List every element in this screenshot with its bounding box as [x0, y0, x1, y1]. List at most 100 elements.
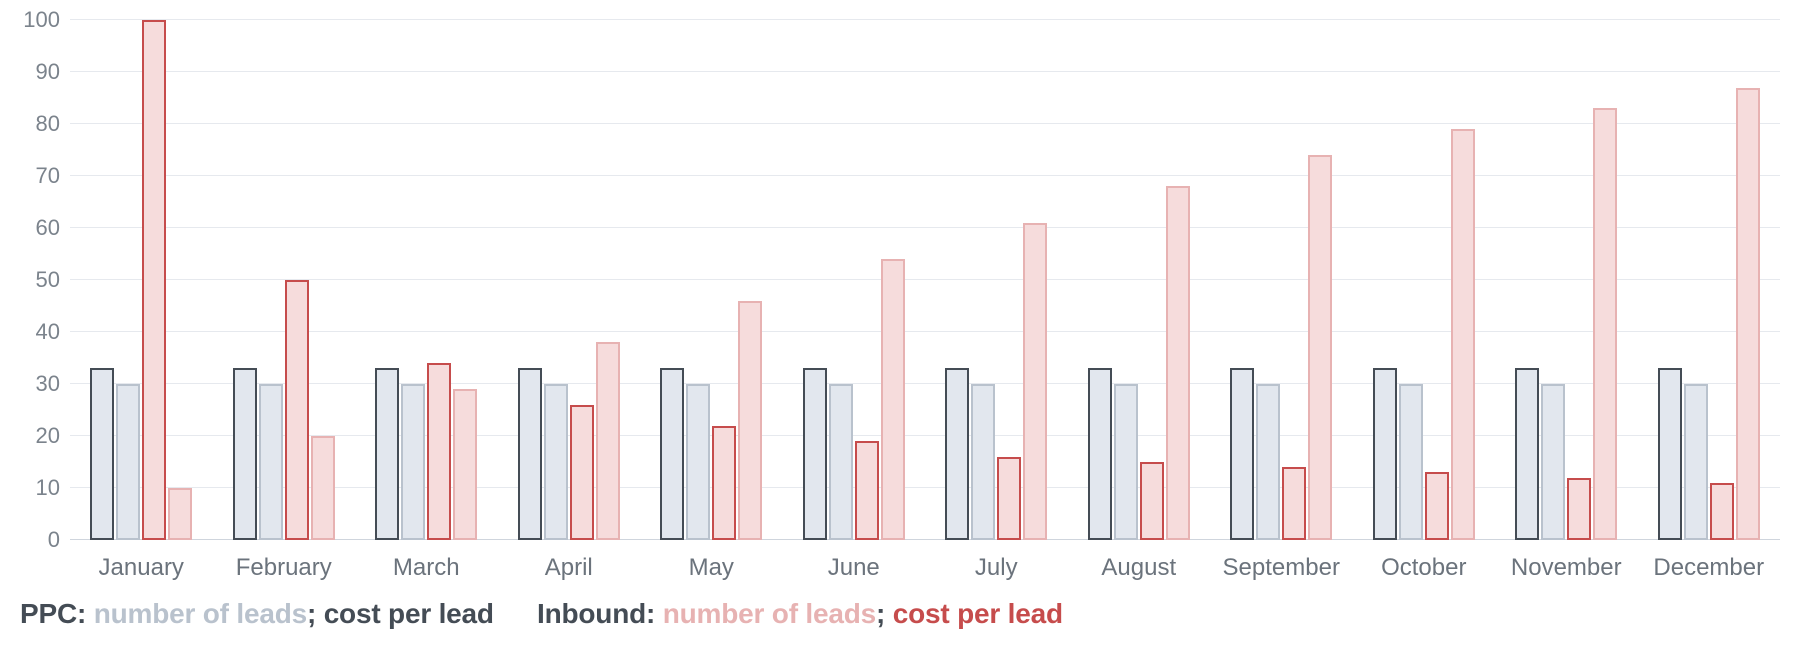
bar-cluster — [1210, 20, 1353, 540]
bar-inbound_leads — [1308, 155, 1332, 540]
month-groups: JanuaryFebruaryMarchAprilMayJuneJulyAugu… — [70, 20, 1780, 540]
bar-ppc_leads — [518, 368, 542, 540]
month-group: June — [783, 20, 926, 540]
bar-inbound_leads — [453, 389, 477, 540]
bar-ppc_cpl — [829, 384, 853, 540]
y-tick-50: 50 — [0, 267, 60, 293]
month-group: May — [640, 20, 783, 540]
month-label: October — [1353, 540, 1496, 582]
bar-ppc_leads — [945, 368, 969, 540]
y-tick-20: 20 — [0, 423, 60, 449]
month-label: March — [355, 540, 498, 582]
bar-cluster — [355, 20, 498, 540]
bar-ppc_leads — [1373, 368, 1397, 540]
bar-ppc_cpl — [116, 384, 140, 540]
month-group: December — [1638, 20, 1781, 540]
bar-cluster — [1638, 20, 1781, 540]
bar-ppc_leads — [233, 368, 257, 540]
legend-inbound-leads: number of leads — [663, 598, 876, 629]
bar-inbound_leads — [1023, 223, 1047, 540]
bar-cluster — [213, 20, 356, 540]
bar-ppc_leads — [1088, 368, 1112, 540]
bar-ppc_cpl — [1114, 384, 1138, 540]
bar-ppc_cpl — [544, 384, 568, 540]
y-tick-100: 100 — [0, 7, 60, 33]
bar-ppc_cpl — [686, 384, 710, 540]
y-tick-10: 10 — [0, 475, 60, 501]
bar-ppc_leads — [803, 368, 827, 540]
month-label: July — [925, 540, 1068, 582]
bar-ppc_leads — [1658, 368, 1682, 540]
bar-inbound_cpl — [285, 280, 309, 540]
bar-inbound_cpl — [1140, 462, 1164, 540]
bar-inbound_cpl — [570, 405, 594, 540]
bar-ppc_cpl — [971, 384, 995, 540]
bar-inbound_leads — [168, 488, 192, 540]
y-tick-30: 30 — [0, 371, 60, 397]
plot-area: JanuaryFebruaryMarchAprilMayJuneJulyAugu… — [70, 20, 1780, 540]
legend-ppc-cpl: cost per lead — [324, 598, 494, 629]
bar-inbound_leads — [1736, 88, 1760, 540]
legend-sep: ; — [876, 598, 885, 629]
bar-cluster — [1353, 20, 1496, 540]
y-tick-0: 0 — [0, 527, 60, 553]
month-label: August — [1068, 540, 1211, 582]
bar-cluster — [925, 20, 1068, 540]
bar-ppc_leads — [1515, 368, 1539, 540]
y-tick-40: 40 — [0, 319, 60, 345]
bar-ppc_cpl — [401, 384, 425, 540]
bar-cluster — [70, 20, 213, 540]
month-label: May — [640, 540, 783, 582]
bar-inbound_cpl — [1710, 483, 1734, 540]
bar-inbound_cpl — [1282, 467, 1306, 540]
legend-ppc-prefix: PPC: — [20, 598, 86, 629]
bar-ppc_leads — [660, 368, 684, 540]
month-label: December — [1638, 540, 1781, 582]
month-label: November — [1495, 540, 1638, 582]
month-label: April — [498, 540, 641, 582]
legend-ppc-leads: number of leads — [94, 598, 307, 629]
bar-cluster — [1495, 20, 1638, 540]
bar-inbound_leads — [311, 436, 335, 540]
legend-inbound-prefix: Inbound: — [537, 598, 655, 629]
bar-cluster — [640, 20, 783, 540]
month-group: November — [1495, 20, 1638, 540]
leads-cost-chart: 0 10 20 30 40 50 60 70 80 90 100 January… — [0, 0, 1800, 664]
bar-inbound_cpl — [1567, 478, 1591, 540]
month-group: September — [1210, 20, 1353, 540]
month-label: September — [1210, 540, 1353, 582]
bar-ppc_leads — [90, 368, 114, 540]
bar-inbound_leads — [1593, 108, 1617, 540]
bar-ppc_leads — [1230, 368, 1254, 540]
month-label: February — [213, 540, 356, 582]
month-group: March — [355, 20, 498, 540]
bar-ppc_cpl — [1256, 384, 1280, 540]
bar-inbound_leads — [881, 259, 905, 540]
bar-cluster — [498, 20, 641, 540]
bar-ppc_leads — [375, 368, 399, 540]
bar-cluster — [1068, 20, 1211, 540]
bar-cluster — [783, 20, 926, 540]
bar-ppc_cpl — [1684, 384, 1708, 540]
legend-sep: ; — [307, 598, 316, 629]
bar-ppc_cpl — [1399, 384, 1423, 540]
month-group: August — [1068, 20, 1211, 540]
month-group: July — [925, 20, 1068, 540]
bar-ppc_cpl — [1541, 384, 1565, 540]
y-tick-70: 70 — [0, 163, 60, 189]
bar-inbound_cpl — [855, 441, 879, 540]
y-tick-80: 80 — [0, 111, 60, 137]
bar-inbound_leads — [596, 342, 620, 540]
bar-inbound_leads — [738, 301, 762, 540]
month-group: October — [1353, 20, 1496, 540]
bar-inbound_cpl — [427, 363, 451, 540]
month-label: January — [70, 540, 213, 582]
bar-inbound_leads — [1451, 129, 1475, 540]
bar-inbound_cpl — [142, 20, 166, 540]
y-tick-60: 60 — [0, 215, 60, 241]
month-group: January — [70, 20, 213, 540]
legend: PPC: number of leads; cost per lead Inbo… — [20, 598, 1063, 630]
bar-inbound_cpl — [997, 457, 1021, 540]
bar-ppc_cpl — [259, 384, 283, 540]
bar-inbound_cpl — [1425, 472, 1449, 540]
